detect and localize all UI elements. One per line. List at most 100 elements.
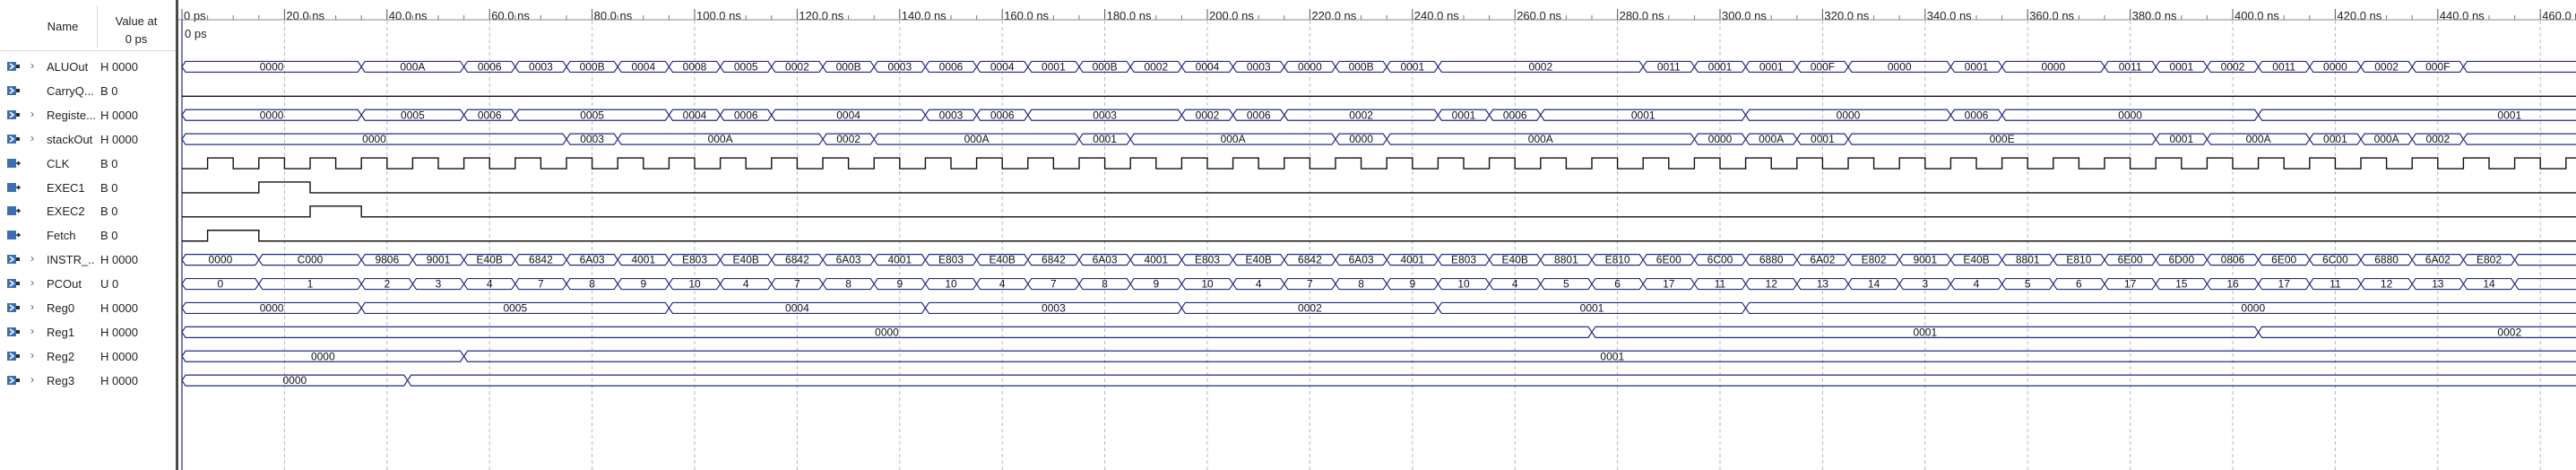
time-tick-label: 440.0 ns <box>2440 9 2485 22</box>
bus-value-label: 9001 <box>1913 254 1937 266</box>
bus-value-label: 0002 <box>2425 133 2450 145</box>
bus-value-label: 0003 <box>1247 60 1271 73</box>
expand-chevron-icon[interactable]: › <box>30 131 34 144</box>
pane-splitter[interactable] <box>176 0 178 470</box>
signal-row[interactable]: › Reg3 H 0000 <box>0 369 176 393</box>
bus-value-label: 8801 <box>1554 254 1578 266</box>
expand-chevron-icon[interactable]: › <box>30 372 34 386</box>
bus-value-label: 0001 <box>1042 60 1066 73</box>
signal-row[interactable]: › PCOut U 0 <box>0 272 176 296</box>
bus-value-label: 000B <box>1093 60 1118 73</box>
bus-value-label: 0001 <box>1400 60 1424 73</box>
bus-value-label: 11 <box>1715 278 1726 291</box>
name-column-header[interactable]: Name <box>47 20 79 33</box>
value-column-header[interactable]: Value at 0 ps <box>100 13 172 48</box>
bus-value-label: 0002 <box>1196 109 1220 121</box>
waveform-panel[interactable]: 0 ps 20.0 ns 40.0 ns 60.0 ns 80.0 ns 100.0 ns… <box>178 0 2576 470</box>
bus-value-label: 10 <box>945 278 957 291</box>
expand-chevron-icon[interactable]: › <box>30 59 34 72</box>
time-tick-label: 300.0 ns <box>1722 9 1767 22</box>
signal-name: Reg3 <box>47 373 75 387</box>
bus-value-label: 0001 <box>1600 350 1624 362</box>
time-tick-label: 340.0 ns <box>1927 9 1972 22</box>
signal-row[interactable]: › INSTR_... H 0000 <box>0 248 176 272</box>
signal-value: H 0000 <box>100 60 138 74</box>
bus-value-label: 0005 <box>580 109 604 121</box>
signal-row[interactable]: › stackOut H 0000 <box>0 127 176 152</box>
signal-list-panel: Name Value at 0 ps › ALUOut H 0000 CarryQ..… <box>0 0 176 470</box>
waveform-reg0[interactable]: 0000 0005 0004 0003 0002 0001 0000 <box>181 301 2576 314</box>
bus-value-label: 000B <box>580 60 605 73</box>
bus-value-label: 7 <box>1307 278 1313 291</box>
waveform-instr[interactable]: 0000 C000 9806 9001 E40B 6842 6A03 4001 E803 E40B… <box>181 254 2576 266</box>
bus-value-label: 0806 <box>2221 254 2245 266</box>
bus-segment <box>2257 109 2576 121</box>
waveform-clk[interactable] <box>182 157 2576 170</box>
bus-value-label: 1 <box>307 278 314 291</box>
bus-value-label: E40B <box>1246 254 1272 266</box>
signal-name: Reg1 <box>47 325 75 339</box>
signal-row[interactable]: › ALUOut H 0000 <box>0 55 176 79</box>
waveform-reg3[interactable]: 0000 <box>181 374 2576 387</box>
waveform-stackout[interactable]: 0000 0003 000A 0002 000A 0001 000A 0000 000A 0000… <box>181 133 2576 145</box>
waveform-exec1[interactable] <box>182 181 2576 194</box>
signal-value: B 0 <box>100 83 118 98</box>
bus-value-label: E803 <box>1451 254 1476 266</box>
output-pin-icon <box>6 302 21 314</box>
bus-value-label: 0002 <box>2374 60 2399 73</box>
waveform-aluout[interactable]: 0000 000A 0006 0003 000B 0004 0008 0005 0002 000B… <box>181 60 2576 74</box>
column-separator[interactable] <box>97 5 98 48</box>
value-column-time: 0 ps <box>125 32 148 46</box>
bus-value-label: E40B <box>1502 254 1528 266</box>
expand-chevron-icon[interactable]: › <box>30 276 34 290</box>
signal-row[interactable]: CLK B 0 <box>0 152 176 176</box>
waveform-fetch[interactable] <box>182 230 2576 242</box>
waveform-reg1[interactable]: 0000 0001 0002 <box>181 326 2576 338</box>
signal-row[interactable]: › Reg2 H 0000 <box>0 344 176 369</box>
bus-value-label: 000F <box>2425 60 2450 73</box>
bus-value-label: 000A <box>1528 133 1553 145</box>
waveform-reg2[interactable]: 0000 0001 <box>181 350 2576 362</box>
bus-value-label: 0002 <box>1298 301 1322 314</box>
bus-value-label: 0003 <box>1042 301 1066 314</box>
time-tick-label: 20.0 ns <box>286 9 324 22</box>
bus-value-label: 6C00 <box>2322 254 2348 266</box>
waveform-registe[interactable]: 0000 0005 0006 0005 0004 0006 0004 0003 0006 0003… <box>181 109 2576 121</box>
bus-value-label: 3 <box>1922 278 1928 291</box>
waveform-pcout[interactable]: 0 1 2 3 4 7 8 9 10 4 7 8 9 10 4 7 8 9 10 4 7 8 9 10 4 5 6 17 11 12 13 1… <box>181 278 2576 291</box>
bus-value-label: 0001 <box>2497 109 2521 121</box>
expand-chevron-icon[interactable]: › <box>30 348 34 361</box>
expand-chevron-icon[interactable]: › <box>30 252 34 265</box>
signal-row[interactable]: Fetch B 0 <box>0 223 176 248</box>
bus-value-label: 6A02 <box>2425 254 2451 266</box>
expand-chevron-icon[interactable]: › <box>30 107 34 120</box>
signal-row[interactable]: CarryQ... B 0 <box>0 79 176 103</box>
bus-value-label: 12 <box>1766 278 1778 291</box>
bus-segment <box>2462 60 2576 74</box>
bus-value-label: 6842 <box>529 254 553 266</box>
bus-value-label: 0003 <box>887 60 912 73</box>
bus-value-label: 4001 <box>1144 254 1168 266</box>
signal-value: H 0000 <box>100 132 138 146</box>
time-tick-label: 220.0 ns <box>1311 9 1356 22</box>
waveform-exec2[interactable] <box>182 205 2576 218</box>
input-pin-icon <box>6 230 21 241</box>
expand-chevron-icon[interactable]: › <box>30 324 34 337</box>
signal-row[interactable]: › Reg1 H 0000 <box>0 320 176 344</box>
bus-value-label: 4001 <box>1400 254 1424 266</box>
bus-value-label: 0011 <box>2272 60 2295 73</box>
waveform-canvas[interactable]: 0 ps 20.0 ns 40.0 ns 60.0 ns 80.0 ns 100.0 ns… <box>178 0 2576 470</box>
expand-chevron-icon[interactable]: › <box>30 300 34 313</box>
bus-value-label: 5 <box>2025 278 2031 291</box>
bus-value-label: 15 <box>2175 278 2188 291</box>
bus-value-label: 4 <box>1256 278 1262 291</box>
bus-value-label: 4001 <box>631 254 655 266</box>
bus-value-label: 10 <box>1457 278 1470 291</box>
signal-row[interactable]: EXEC2 B 0 <box>0 199 176 223</box>
bus-value-label: 0000 <box>209 254 233 266</box>
signal-row[interactable]: › Reg0 H 0000 <box>0 296 176 320</box>
signal-row[interactable]: EXEC1 B 0 <box>0 176 176 200</box>
bus-value-label: C000 <box>298 254 324 266</box>
signal-value: H 0000 <box>100 349 138 363</box>
signal-row[interactable]: › Registe... H 0000 <box>0 103 176 127</box>
